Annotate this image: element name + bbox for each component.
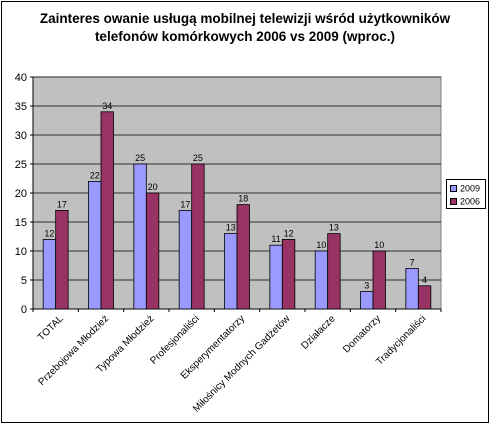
chart-title-line-2: telefonów komórkowych 2006 vs 2009 (wpro… (94, 29, 396, 44)
y-tick-label: 40 (15, 72, 27, 84)
legend-swatch-2009 (450, 185, 457, 193)
bar-2006 (417, 285, 432, 310)
data-label-2009: 3 (364, 281, 369, 291)
x-category-label: Miłośnicy Modnych Gadżetów (191, 313, 293, 415)
bar-2006 (327, 233, 341, 310)
data-label-2006: 34 (102, 101, 112, 111)
y-tick-label: 10 (15, 246, 27, 258)
y-tick-label: 30 (15, 130, 27, 142)
data-label-2006: 18 (238, 194, 248, 204)
bar-2006 (145, 192, 160, 310)
data-label-2006: 10 (374, 240, 384, 250)
data-label-2006: 12 (284, 228, 294, 238)
legend: 2009 2006 (446, 179, 486, 209)
data-label-2009: 25 (135, 153, 145, 163)
chart-title-line-1: Zainteres owanie usługą mobilnej telewiz… (39, 11, 451, 26)
y-tick-label: 5 (21, 275, 27, 287)
bar-2009 (405, 267, 419, 310)
y-tick-label: 20 (15, 188, 27, 200)
bar-2009 (133, 163, 147, 310)
data-label-2009: 22 (90, 170, 100, 180)
data-label-2006: 13 (329, 223, 339, 233)
y-tick-label: 25 (15, 159, 27, 171)
data-label-2009: 13 (226, 223, 236, 233)
x-category-label: TOTAL (36, 313, 66, 343)
bar-2009 (314, 250, 329, 310)
data-label-2009: 10 (316, 240, 326, 250)
data-label-2009: 12 (44, 228, 54, 238)
data-label-2006: 25 (193, 153, 203, 163)
data-label-2009: 7 (410, 257, 415, 267)
y-tick-label: 0 (21, 304, 27, 316)
legend-label-2006: 2006 (460, 196, 481, 207)
chart-title: Zainteres owanie usługą mobilnej telewiz… (0, 10, 490, 46)
data-label-2009: 11 (271, 234, 280, 244)
bar-2009 (224, 233, 238, 310)
bar-2006 (236, 204, 250, 310)
data-label-2006: 4 (422, 275, 427, 285)
bar-2009 (178, 209, 193, 310)
legend-item-2006: 2006 (450, 195, 480, 207)
y-tick-label: 35 (15, 101, 27, 113)
bar-2006 (55, 209, 69, 310)
bar-2006 (191, 163, 205, 310)
bar-2009 (360, 291, 374, 310)
legend-swatch-2006 (450, 198, 457, 206)
data-label-2006: 17 (57, 199, 67, 209)
data-label-2006: 20 (148, 182, 158, 192)
legend-item-2009: 2009 (450, 182, 480, 194)
bar-2006 (372, 250, 386, 310)
bar-2009 (88, 180, 102, 310)
y-tick-label: 15 (15, 217, 27, 229)
bar-2009 (42, 238, 57, 310)
bar-2006 (281, 238, 296, 310)
x-category-label: Działacze (299, 313, 338, 352)
data-label-2009: 17 (180, 199, 190, 209)
bar-2006 (100, 111, 114, 310)
bar-2009 (269, 244, 283, 310)
legend-label-2009: 2009 (460, 183, 481, 194)
x-category-label: Domatorzy (341, 313, 383, 355)
